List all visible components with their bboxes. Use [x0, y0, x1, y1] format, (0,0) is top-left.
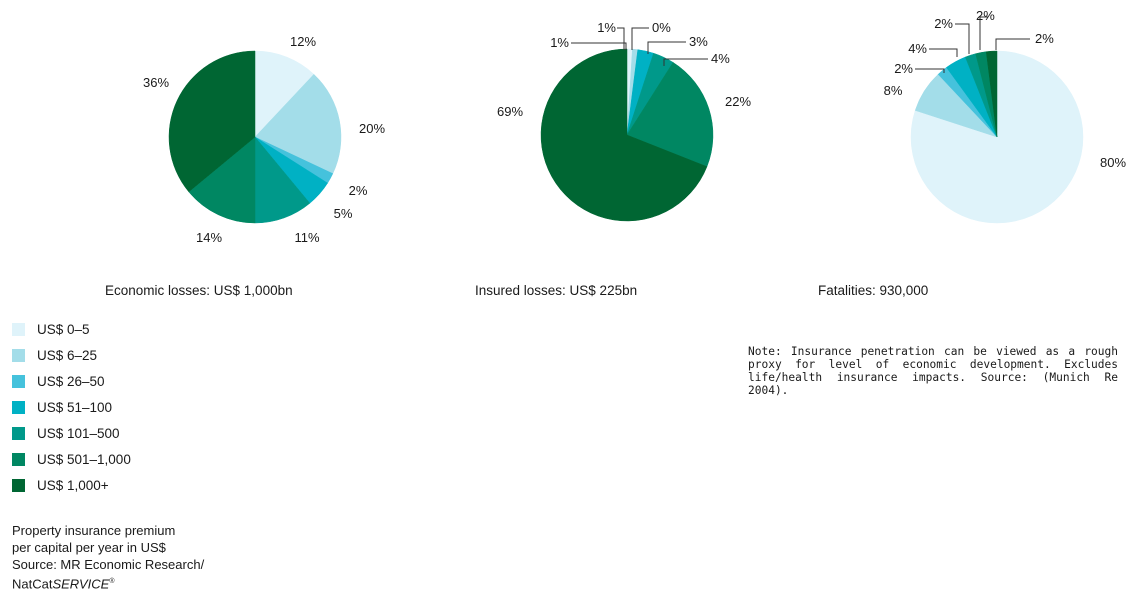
- legend-label: US$ 51–100: [37, 399, 113, 415]
- pie-chart: 80% 8% 2% 4% 2% 2% 2%: [884, 8, 1126, 224]
- leader-line: [647, 41, 686, 54]
- pie-slice: [254, 50, 315, 138]
- source-note: Property insurance premium per capital p…: [12, 522, 204, 592]
- slice-label: 36%: [143, 75, 169, 90]
- slice-label: 3%: [689, 34, 708, 49]
- slice-label: 80%: [1100, 155, 1126, 170]
- slice-label: 4%: [908, 41, 927, 56]
- source-line: NatCatSERVICE®: [12, 576, 115, 592]
- legend-label: US$ 6–25: [37, 347, 98, 363]
- pie-slice: [254, 73, 342, 174]
- leader-line: [955, 23, 970, 54]
- legend-swatch: [12, 374, 25, 388]
- slice-label: 2%: [349, 183, 368, 198]
- slice-label: 11%: [294, 230, 319, 245]
- legend-swatch: [12, 400, 25, 414]
- pie-slice: [626, 62, 714, 167]
- leader-line: [915, 68, 945, 73]
- leader-line: [995, 38, 1030, 50]
- leader-line: [979, 16, 988, 50]
- legend-label: US$ 101–500: [37, 425, 120, 441]
- legend-label: US$ 26–50: [37, 373, 105, 389]
- legend-item: US$ 51–100: [12, 394, 131, 420]
- leader-line: [631, 27, 649, 50]
- legend-swatch: [12, 322, 25, 336]
- legend-label: US$ 0–5: [37, 321, 90, 337]
- slice-label: 2%: [934, 16, 953, 31]
- slice-label: 2%: [976, 8, 995, 23]
- pie-charts: 12%20%2%5%11%14%36%1%1% 0%3%4%22%69%80%8%…: [143, 8, 1126, 245]
- legend-item: US$ 0–5: [12, 316, 131, 342]
- slice-label: 5%: [334, 206, 353, 221]
- legend-item: US$ 26–50: [12, 368, 131, 394]
- legend-item: US$ 501–1,000: [12, 446, 131, 472]
- slice-label: 20%: [359, 121, 385, 136]
- source-line: per capital per year in US$: [12, 540, 166, 555]
- leader-line: [617, 27, 625, 50]
- leader-line: [571, 42, 627, 50]
- source-line: Property insurance premium: [12, 523, 176, 538]
- leader-line: [663, 58, 708, 66]
- slice-label: 8%: [884, 83, 903, 98]
- legend-swatch: [12, 452, 25, 466]
- legend: US$ 0–5 US$ 6–25 US$ 26–50 US$ 51–100 US…: [12, 316, 131, 498]
- pie-slice: [985, 50, 998, 138]
- slice-label: 12%: [290, 34, 316, 49]
- legend-item: US$ 101–500: [12, 420, 131, 446]
- pie-chart: 1% 1% 0% 3%4% 22% 69%: [497, 20, 751, 222]
- slice-label: 2%: [894, 61, 913, 76]
- slice-label: 1%: [597, 20, 616, 35]
- leader-line: [929, 48, 958, 57]
- slice-label: 2%: [1035, 31, 1054, 46]
- slice-label: 1%: [550, 35, 569, 50]
- pie-caption-economic-losses: Economic losses: US$ 1,000bn: [105, 283, 293, 298]
- slice-label: 0%: [652, 20, 671, 35]
- pie-chart: 12% 20% 2% 5% 11% 14% 36%: [143, 34, 385, 245]
- pie-caption-fatalities: Fatalities: 930,000: [818, 283, 929, 298]
- pie-slice: [188, 136, 256, 224]
- slice-label: 22%: [725, 94, 751, 109]
- pie-slice: [168, 50, 256, 193]
- source-line: Source: MR Economic Research/: [12, 557, 205, 572]
- pie-caption-insured-losses: Insured losses: US$ 225bn: [475, 283, 638, 298]
- legend-swatch: [12, 348, 25, 362]
- legend-item: US$ 6–25: [12, 342, 131, 368]
- legend-swatch: [12, 426, 25, 440]
- legend-label: US$ 1,000+: [37, 477, 109, 493]
- pie-slice: [540, 48, 708, 222]
- slice-label: 14%: [196, 230, 222, 245]
- slice-label: 4%: [711, 51, 730, 66]
- legend-label: US$ 501–1,000: [37, 451, 131, 467]
- legend-swatch: [12, 478, 25, 492]
- legend-item: US$ 1,000+: [12, 472, 131, 498]
- note-text: Note: Insurance penetration can be viewe…: [748, 345, 1118, 397]
- slice-label: 69%: [497, 104, 523, 119]
